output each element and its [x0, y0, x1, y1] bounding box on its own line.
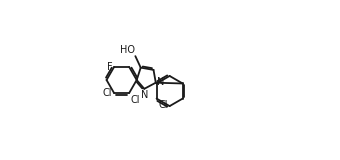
Text: N: N [141, 90, 148, 100]
Text: Cl: Cl [131, 95, 140, 105]
Text: N: N [157, 77, 165, 87]
Text: Cl: Cl [158, 100, 168, 110]
Text: F: F [106, 62, 112, 72]
Text: Cl: Cl [103, 88, 112, 98]
Text: HO: HO [120, 45, 135, 55]
